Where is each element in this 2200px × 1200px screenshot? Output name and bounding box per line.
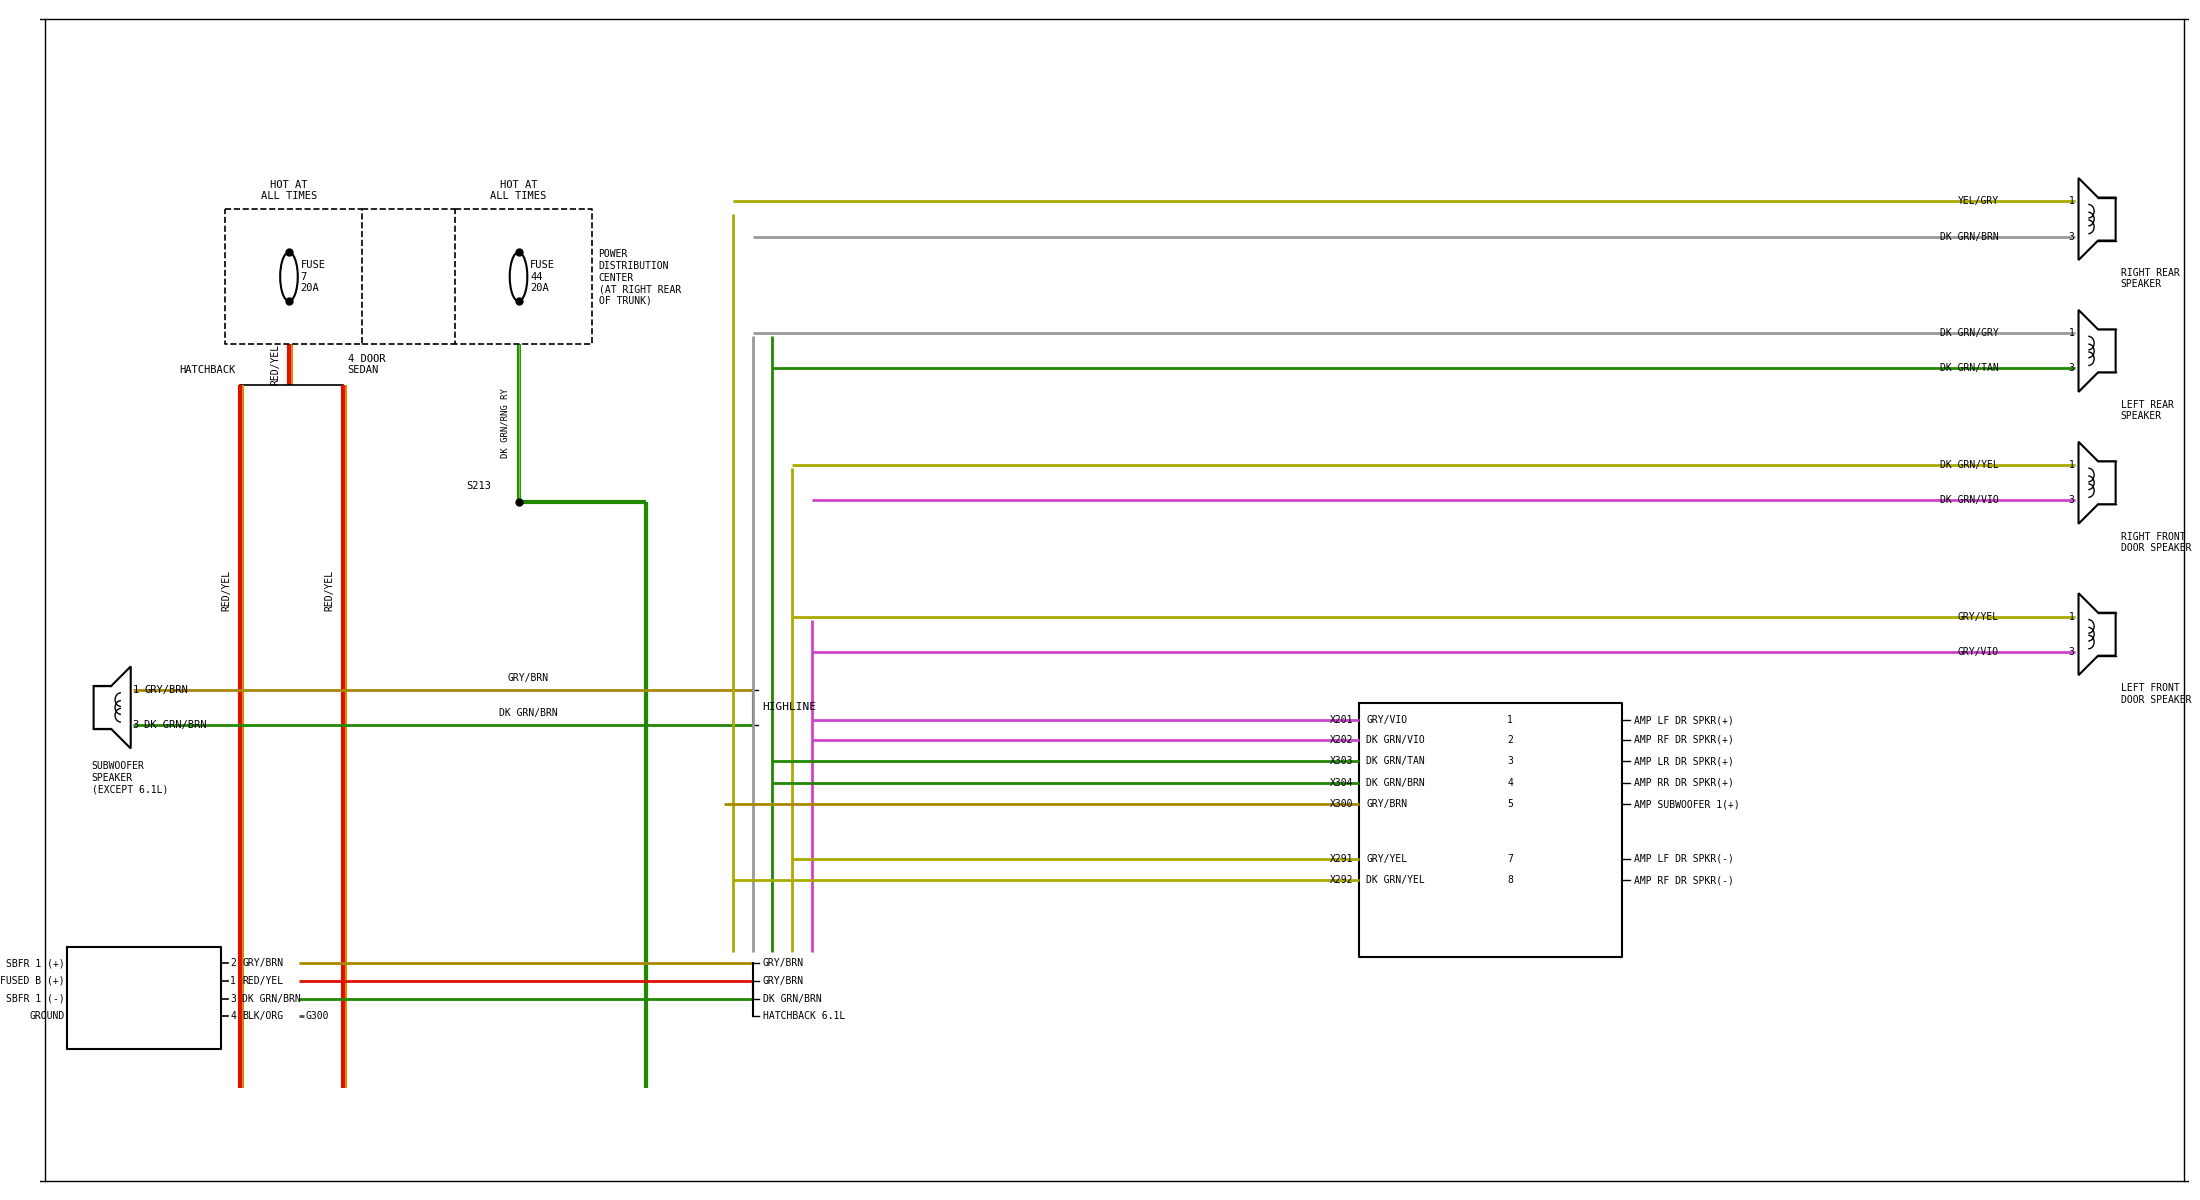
Text: GRY/BRN: GRY/BRN — [1366, 799, 1408, 809]
Text: DK GRN/GRY: DK GRN/GRY — [1940, 329, 1998, 338]
Text: DK GRN/VIO: DK GRN/VIO — [1940, 496, 1998, 505]
Text: 1: 1 — [2068, 612, 2075, 622]
Text: 7: 7 — [1507, 854, 1514, 864]
Text: 2: 2 — [1507, 734, 1514, 745]
Text: RED/YEL: RED/YEL — [323, 570, 334, 611]
Text: DK GRN/BRN: DK GRN/BRN — [1366, 778, 1426, 787]
Text: 3: 3 — [2068, 364, 2075, 373]
Text: HATCHBACK 6.1L: HATCHBACK 6.1L — [763, 1012, 845, 1021]
Text: DK GRN/TAN: DK GRN/TAN — [1940, 364, 1998, 373]
Text: FUSE
44
20A: FUSE 44 20A — [530, 260, 554, 293]
Text: SUBWOOFER
SPEAKER
(EXCEPT 6.1L): SUBWOOFER SPEAKER (EXCEPT 6.1L) — [92, 761, 167, 794]
Text: GRY/BRN: GRY/BRN — [763, 959, 803, 968]
Text: AMP LF DR SPKR(-): AMP LF DR SPKR(-) — [1635, 854, 1734, 864]
Text: 8: 8 — [1507, 875, 1514, 886]
Text: G300: G300 — [306, 1012, 330, 1021]
Text: X300: X300 — [1331, 799, 1353, 809]
Text: 4: 4 — [1507, 778, 1514, 787]
Text: RED/YEL: RED/YEL — [242, 976, 284, 986]
Text: 5: 5 — [1507, 799, 1514, 809]
Text: GRY/BRN: GRY/BRN — [242, 959, 284, 968]
Text: X291: X291 — [1331, 854, 1353, 864]
Text: 3: 3 — [1507, 756, 1514, 766]
Text: X304: X304 — [1331, 778, 1353, 787]
Text: X202: X202 — [1331, 734, 1353, 745]
Text: DK GRN/VIO: DK GRN/VIO — [1366, 734, 1426, 745]
Text: RED/YEL: RED/YEL — [222, 570, 231, 611]
Text: 1: 1 — [2068, 460, 2075, 470]
Text: 4: 4 — [231, 1012, 235, 1021]
Text: 2: 2 — [231, 959, 235, 968]
Text: GRY/YEL: GRY/YEL — [1366, 854, 1408, 864]
Text: 3: 3 — [132, 720, 139, 730]
Text: HIGHLINE: HIGHLINE — [763, 702, 816, 713]
Text: DK GRN/TAN: DK GRN/TAN — [1366, 756, 1426, 766]
Text: GRY/YEL: GRY/YEL — [1958, 612, 1998, 622]
Text: 1: 1 — [1507, 715, 1514, 725]
Text: DK GRN/YEL: DK GRN/YEL — [1940, 460, 1998, 470]
Text: GRY/VIO: GRY/VIO — [1958, 647, 1998, 656]
Text: LEFT FRONT
DOOR SPEAKER: LEFT FRONT DOOR SPEAKER — [2121, 683, 2191, 704]
Text: SBFR 1 (-): SBFR 1 (-) — [7, 994, 64, 1003]
Text: DK GRN/BRN: DK GRN/BRN — [145, 720, 207, 730]
Text: 1: 1 — [231, 976, 235, 986]
Text: HOT AT
ALL TIMES: HOT AT ALL TIMES — [491, 180, 546, 202]
Text: 3: 3 — [231, 994, 235, 1003]
Text: HATCHBACK: HATCHBACK — [178, 365, 235, 376]
Text: LEFT REAR
SPEAKER: LEFT REAR SPEAKER — [2121, 400, 2174, 421]
Text: AMP SUBWOOFER 1(+): AMP SUBWOOFER 1(+) — [1635, 799, 1740, 809]
Text: 3: 3 — [2068, 496, 2075, 505]
Text: POWER
DISTRIBUTION
CENTER
(AT RIGHT REAR
OF TRUNK): POWER DISTRIBUTION CENTER (AT RIGHT REAR… — [598, 250, 680, 306]
Text: DK GRN/BRN: DK GRN/BRN — [242, 994, 301, 1003]
Text: GRY/BRN: GRY/BRN — [508, 673, 548, 683]
Text: AMP RF DR SPKR(+): AMP RF DR SPKR(+) — [1635, 734, 1734, 745]
Text: 4 DOOR
SEDAN: 4 DOOR SEDAN — [348, 354, 385, 376]
Text: AMP LR DR SPKR(+): AMP LR DR SPKR(+) — [1635, 756, 1734, 766]
Text: AMP RR DR SPKR(+): AMP RR DR SPKR(+) — [1635, 778, 1734, 787]
Text: DK GRN/YEL: DK GRN/YEL — [1366, 875, 1426, 886]
Text: X303: X303 — [1331, 756, 1353, 766]
Text: 1: 1 — [2068, 197, 2075, 206]
Text: FUSED B (+): FUSED B (+) — [0, 976, 64, 986]
Text: DK GRN/BRN: DK GRN/BRN — [763, 994, 821, 1003]
Text: FUSE
7
20A: FUSE 7 20A — [301, 260, 326, 293]
Text: 3: 3 — [2068, 232, 2075, 241]
Text: SBFR 1 (+): SBFR 1 (+) — [7, 959, 64, 968]
Text: DK GRN/BRN: DK GRN/BRN — [1940, 232, 1998, 241]
Text: AMP LF DR SPKR(+): AMP LF DR SPKR(+) — [1635, 715, 1734, 725]
Text: X292: X292 — [1331, 875, 1353, 886]
Text: GRY/BRN: GRY/BRN — [145, 685, 189, 695]
Text: DK GRN/RNG RY: DK GRN/RNG RY — [499, 389, 510, 458]
Text: 3: 3 — [2068, 647, 2075, 656]
Text: X201: X201 — [1331, 715, 1353, 725]
Text: RIGHT FRONT
DOOR SPEAKER: RIGHT FRONT DOOR SPEAKER — [2121, 532, 2191, 553]
Text: RIGHT REAR
SPEAKER: RIGHT REAR SPEAKER — [2121, 268, 2180, 289]
Text: GROUND: GROUND — [29, 1012, 64, 1021]
Text: S213: S213 — [466, 480, 491, 491]
Text: GRY/VIO: GRY/VIO — [1366, 715, 1408, 725]
Text: DK GRN/BRN: DK GRN/BRN — [499, 708, 557, 718]
Text: BLK/ORG: BLK/ORG — [242, 1012, 284, 1021]
Text: 1: 1 — [132, 685, 139, 695]
Text: 1: 1 — [2068, 329, 2075, 338]
Text: RED/YEL: RED/YEL — [271, 344, 279, 385]
Text: YEL/GRY: YEL/GRY — [1958, 197, 1998, 206]
Text: AMP RF DR SPKR(-): AMP RF DR SPKR(-) — [1635, 875, 1734, 886]
Text: HOT AT
ALL TIMES: HOT AT ALL TIMES — [262, 180, 317, 202]
Text: GRY/BRN: GRY/BRN — [763, 976, 803, 986]
